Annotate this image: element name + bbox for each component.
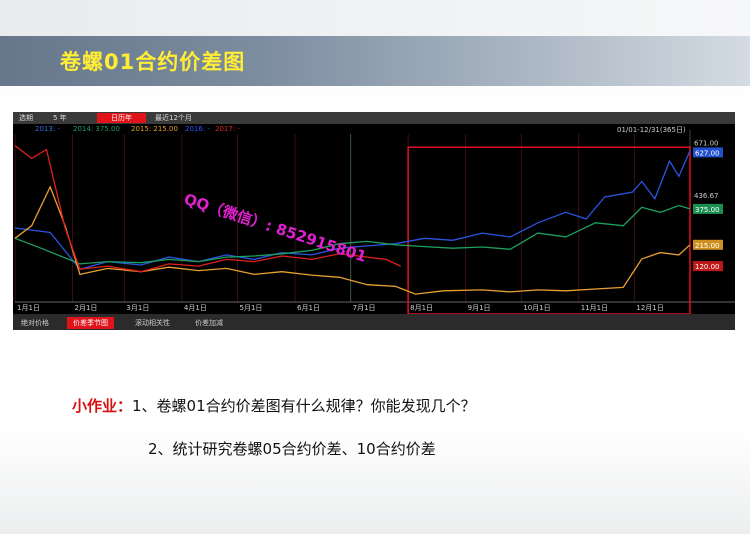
y-tick-label: 436.67 xyxy=(694,192,719,200)
chart-legend: 2013: - 2014: 375.00 2015: 215.00 2016: … xyxy=(13,124,735,134)
slide-top-strip xyxy=(0,0,750,36)
line-chart: 1月1日 2月1日 3月1日 4月1日 5月1日 6月1日 7月1日 8月1日 9月1日 10月1… xyxy=(14,130,735,314)
x-tick-label: 8月1日 xyxy=(410,304,433,312)
legend-2013: 2013: - xyxy=(35,125,60,133)
end-label: 375.00 xyxy=(695,206,720,214)
tab-spread-add[interactable]: 价差加减 xyxy=(195,319,223,327)
end-label-box xyxy=(693,239,723,250)
homework-label: 小作业： xyxy=(72,397,133,415)
end-label: 627.00 xyxy=(695,149,720,157)
tab-rolling-correlation[interactable]: 滚动相关性 xyxy=(135,319,170,327)
end-label-box xyxy=(693,203,723,214)
x-tick-label: 6月1日 xyxy=(297,304,320,312)
x-tick-label: 2月1日 xyxy=(74,304,97,312)
homework-line-1: 小作业：1、卷螺01合约价差图有什么规律？你能发现几个？ xyxy=(72,395,476,416)
x-tick-label: 10月1日 xyxy=(523,304,550,312)
chart-tabs: 绝对价格 价差季节图 滚动相关性 价差加减 xyxy=(13,314,735,330)
date-range: 01/01-12/31(365日) xyxy=(617,126,686,134)
chart-screenshot: 选期 5 年 日历年 最近12个月 2013: - 2014: 375.00 2… xyxy=(13,112,735,330)
x-tick-label: 3月1日 xyxy=(126,304,149,312)
slide-title: 卷螺01合约价差图 xyxy=(60,50,246,74)
x-tick-label: 9月1日 xyxy=(468,304,491,312)
toolbar-last-12-months[interactable]: 最近12个月 xyxy=(155,114,192,122)
legend-2017: 2017: - xyxy=(215,125,240,133)
series-line-2017 xyxy=(14,145,401,273)
title-band xyxy=(0,36,750,86)
end-label-box xyxy=(693,147,723,158)
y-tick-label: 671.00 xyxy=(694,140,719,148)
x-tick-label: 11月1日 xyxy=(581,304,608,312)
toolbar-calendar-year[interactable]: 日历年 xyxy=(97,113,146,123)
tab-absolute-price[interactable]: 绝对价格 xyxy=(21,319,49,327)
x-tick-label: 5月1日 xyxy=(240,304,263,312)
highlight-box xyxy=(407,146,691,314)
x-tick-label: 12月1日 xyxy=(636,304,663,312)
series-line-2014 xyxy=(14,204,691,265)
x-tick-label: 4月1日 xyxy=(184,304,207,312)
end-label-box xyxy=(693,261,723,272)
x-tick-label: 7月1日 xyxy=(353,304,376,312)
series-line-2015 xyxy=(14,185,691,295)
x-tick-label: 1月1日 xyxy=(17,304,40,312)
tab-spread-seasonal[interactable]: 价差季节图 xyxy=(67,317,114,329)
toolbar-select-period[interactable]: 选期 xyxy=(19,114,33,122)
homework-item-2: 2、统计研究卷螺05合约价差、10合约价差 xyxy=(148,440,436,458)
end-label: 120.00 xyxy=(695,263,720,271)
toolbar-years[interactable]: 5 年 xyxy=(53,114,67,122)
legend-2014: 2014: 375.00 xyxy=(73,125,120,133)
legend-2016: 2016: - xyxy=(185,125,210,133)
homework-item-1: 1、卷螺01合约价差图有什么规律？你能发现几个？ xyxy=(132,397,476,415)
end-label: 215.00 xyxy=(695,242,720,250)
legend-2015: 2015: 215.00 xyxy=(131,125,178,133)
chart-toolbar: 选期 5 年 日历年 最近12个月 xyxy=(13,112,735,124)
